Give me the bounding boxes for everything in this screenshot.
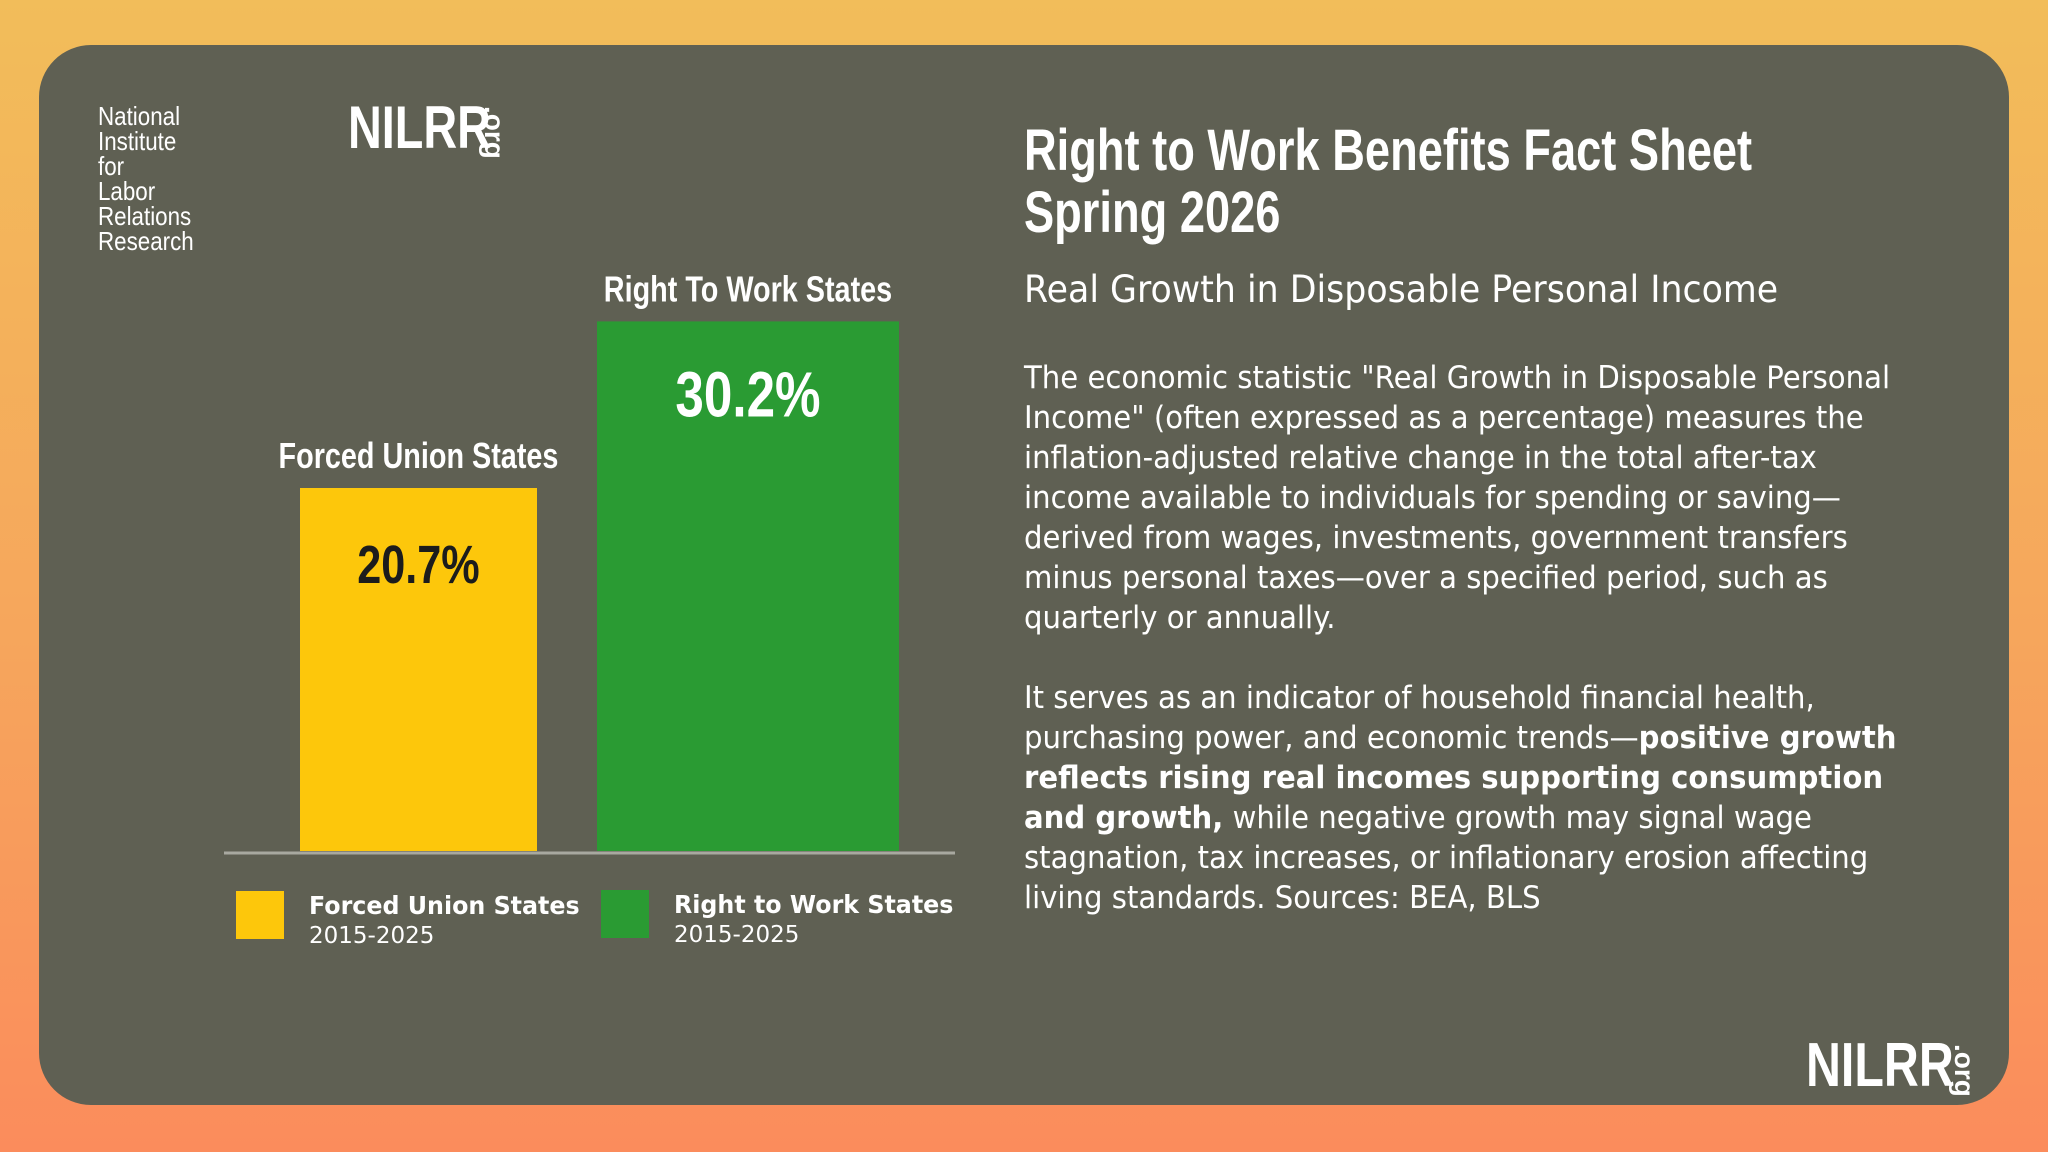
logo-org-line2: Labor Relations Research (98, 176, 194, 256)
bar-right-to-work-states (597, 321, 899, 852)
legend-swatch-right-to-work (601, 890, 649, 938)
logo-wordmark: NILRR (348, 94, 491, 161)
category-label-right-to-work-states: Right To Work States (604, 268, 892, 309)
logo-org-line1: National Institute for (98, 101, 181, 181)
legend-period-right-to-work: 2015-2025 (674, 922, 800, 948)
value-label-forced-union-states: 20.7% (357, 536, 479, 596)
chart-subtitle: Real Growth in Disposable Personal Incom… (1024, 268, 1779, 311)
nilrr-logo-bottom: NILRR .org (1806, 1031, 1986, 1100)
bar-chart: Forced Union States 20.7% Right To Work St… (224, 268, 955, 855)
legend-label-forced-union: Forced Union States (309, 891, 580, 920)
legend-label-right-to-work: Right to Work States (674, 890, 954, 919)
value-label-right-to-work-states: 30.2% (675, 360, 820, 431)
definition-paragraph: The economic statistic "Real Growth in D… (1024, 360, 1891, 636)
category-label-forced-union-states: Forced Union States (279, 435, 559, 476)
logo-wordmark-bottom: NILRR (1806, 1031, 1954, 1100)
legend-period-forced-union: 2015-2025 (309, 923, 435, 949)
significance-text-start: It serves as an indicator of household f… (1024, 680, 1815, 756)
significance-text-end: while negative growth may signal wage st… (1024, 800, 1869, 916)
fact-sheet-text: Right to Work Benefits Fact Sheet Spring… (1024, 120, 1924, 917)
title-line2: Spring 2026 (1024, 180, 1281, 245)
legend-swatch-forced-union (236, 891, 284, 939)
logo-org-suffix-bottom: .org (1949, 1044, 1980, 1097)
significance-text-bold: positive growth reflects rising real inc… (1024, 720, 1897, 836)
title-line1: Right to Work Benefits Fact Sheet (1024, 118, 1753, 183)
significance-paragraph: It serves as an indicator of household f… (1024, 678, 1898, 918)
bar-forced-union-states (300, 488, 537, 851)
page-title: Right to Work Benefits Fact Sheet Spring… (1024, 120, 1921, 244)
